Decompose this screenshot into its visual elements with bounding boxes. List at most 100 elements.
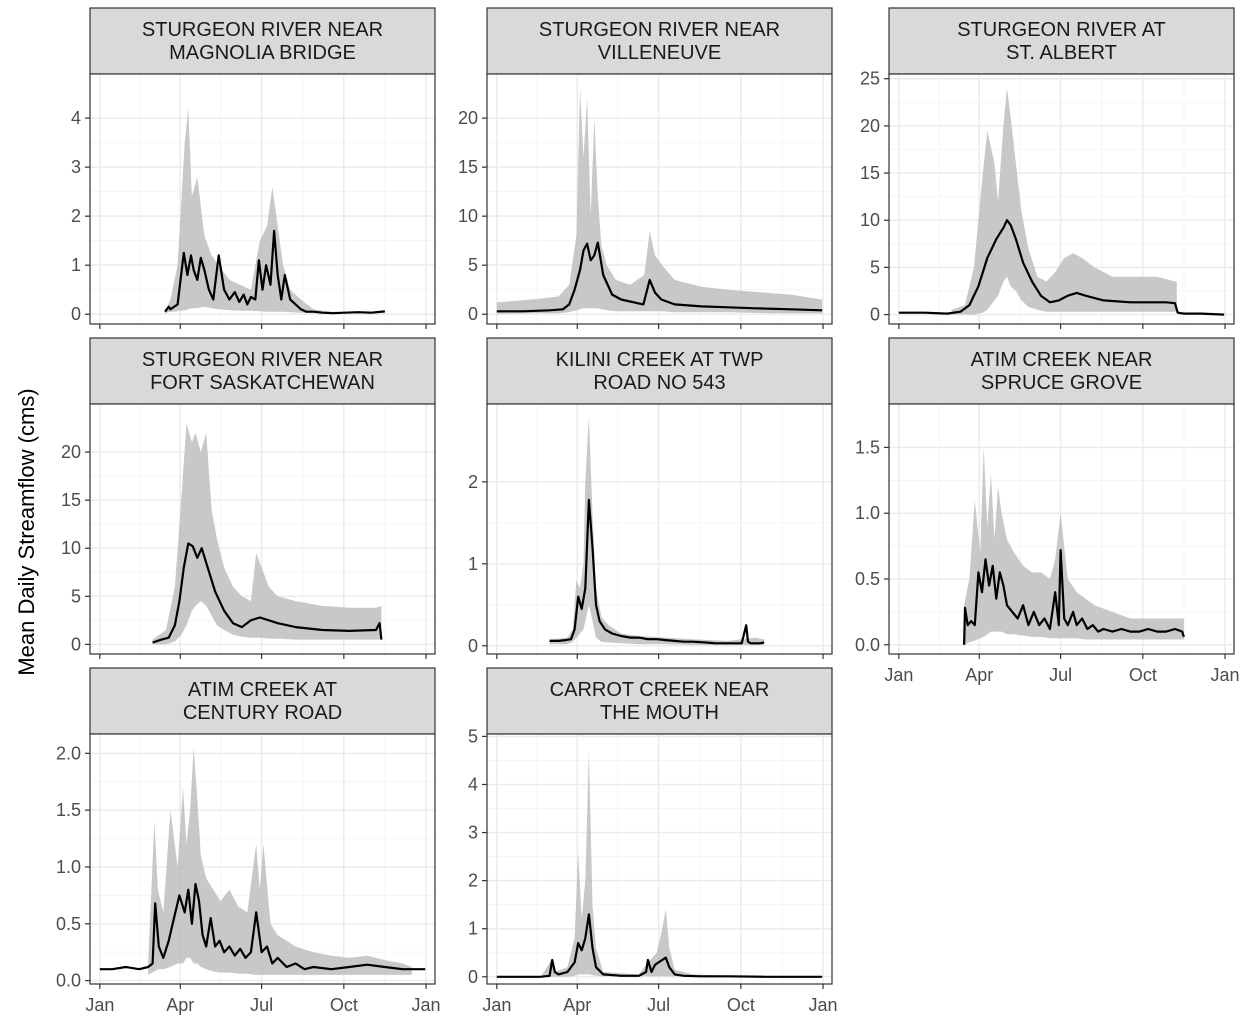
mean-flow-line xyxy=(549,498,765,645)
y-tick-label: 10 xyxy=(860,210,880,230)
mean-flow-line xyxy=(164,229,386,315)
y-tick-label: 1.0 xyxy=(56,857,81,877)
y-tick-label: 1.0 xyxy=(855,503,880,523)
y-tick-label: 1 xyxy=(71,255,81,275)
facet-title-line: ST. ALBERT xyxy=(1006,42,1117,64)
x-tick-label: Apr xyxy=(563,995,591,1015)
range-ribbon xyxy=(148,747,412,975)
facet-strip xyxy=(888,7,1235,75)
y-tick-label: 25 xyxy=(860,69,880,89)
panel-border xyxy=(89,733,436,985)
facet-title-line: STURGEON RIVER AT xyxy=(957,19,1166,41)
y-tick-label: 0 xyxy=(468,967,478,987)
facet-title-line: STURGEON RIVER NEAR xyxy=(142,349,383,371)
y-tick-label: 3 xyxy=(71,157,81,177)
x-tick-label: Jul xyxy=(1049,665,1072,685)
range-ribbon xyxy=(951,88,1177,315)
x-tick-label: Jan xyxy=(85,995,114,1015)
y-tick-label: 20 xyxy=(860,116,880,136)
x-tick-label: Apr xyxy=(965,665,993,685)
y-tick-label: 15 xyxy=(458,157,478,177)
y-tick-label: 0 xyxy=(468,636,478,656)
y-tick-label: 5 xyxy=(468,726,478,746)
y-tick-label: 20 xyxy=(61,442,81,462)
y-tick-label: 1 xyxy=(468,554,478,574)
panel-border xyxy=(486,403,833,655)
y-tick-label: 1.5 xyxy=(855,437,880,457)
range-ribbon xyxy=(496,88,823,314)
facet-title-line: CENTURY ROAD xyxy=(183,702,342,724)
mean-flow-line xyxy=(963,548,1185,645)
facet-title-line: SPRUCE GROVE xyxy=(981,372,1142,394)
panel-border xyxy=(888,73,1235,325)
facet-strip xyxy=(486,667,833,735)
mean-flow-line xyxy=(496,241,823,313)
facet-title-line: ROAD NO 543 xyxy=(593,372,725,394)
y-tick-label: 2 xyxy=(468,472,478,492)
y-tick-label: 4 xyxy=(71,108,81,128)
y-tick-label: 0.5 xyxy=(56,914,81,934)
y-tick-label: 2 xyxy=(468,871,478,891)
facet-title-line: ATIM CREEK NEAR xyxy=(971,349,1153,371)
y-tick-label: 5 xyxy=(870,257,880,277)
facet-title-line: STURGEON RIVER NEAR xyxy=(142,19,383,41)
y-tick-label: 15 xyxy=(860,163,880,183)
facet-strip xyxy=(486,337,833,405)
x-tick-label: Jan xyxy=(412,995,441,1015)
panel-border xyxy=(89,403,436,655)
y-tick-label: 0 xyxy=(71,304,81,324)
x-tick-label: Jan xyxy=(1211,665,1240,685)
y-tick-label: 10 xyxy=(61,538,81,558)
y-tick-label: 2.0 xyxy=(56,743,81,763)
y-tick-label: 15 xyxy=(61,490,81,510)
y-tick-label: 0 xyxy=(468,304,478,324)
y-tick-label: 10 xyxy=(458,206,478,226)
mean-flow-line xyxy=(496,913,823,978)
y-tick-label: 0.0 xyxy=(855,635,880,655)
x-tick-label: Apr xyxy=(166,995,194,1015)
y-tick-label: 1.5 xyxy=(56,800,81,820)
range-ribbon xyxy=(549,416,765,645)
x-tick-label: Oct xyxy=(330,995,358,1015)
facet-title-line: ATIM CREEK AT xyxy=(188,679,337,701)
y-tick-label: 20 xyxy=(458,108,478,128)
facet-title-line: VILLENEUVE xyxy=(598,42,721,64)
mean-flow-line xyxy=(152,542,383,644)
facet-strip xyxy=(486,7,833,75)
facet-strip xyxy=(89,337,436,405)
y-tick-label: 0 xyxy=(71,634,81,654)
range-ribbon xyxy=(165,108,385,314)
y-tick-label: 0.5 xyxy=(855,569,880,589)
y-tick-label: 4 xyxy=(468,774,478,794)
x-tick-label: Jul xyxy=(647,995,670,1015)
panel-border xyxy=(888,403,1235,655)
x-tick-label: Oct xyxy=(1129,665,1157,685)
facet-title-line: CARROT CREEK NEAR xyxy=(550,679,770,701)
y-axis-label: Mean Daily Streamflow (cms) xyxy=(14,388,39,675)
x-tick-label: Jan xyxy=(809,995,838,1015)
y-tick-label: 0.0 xyxy=(56,971,81,991)
x-tick-label: Jan xyxy=(482,995,511,1015)
y-tick-label: 5 xyxy=(468,255,478,275)
y-tick-label: 3 xyxy=(468,823,478,843)
facet-strip xyxy=(89,7,436,75)
facet-title-line: FORT SASKATCHEWAN xyxy=(150,372,375,394)
x-tick-label: Jan xyxy=(884,665,913,685)
panel-border xyxy=(486,733,833,985)
y-tick-label: 0 xyxy=(870,305,880,325)
x-tick-label: Oct xyxy=(727,995,755,1015)
range-ribbon xyxy=(964,447,1184,645)
y-tick-label: 1 xyxy=(468,919,478,939)
facet-strip xyxy=(888,337,1235,405)
plot-background xyxy=(487,404,832,654)
y-tick-label: 2 xyxy=(71,206,81,226)
